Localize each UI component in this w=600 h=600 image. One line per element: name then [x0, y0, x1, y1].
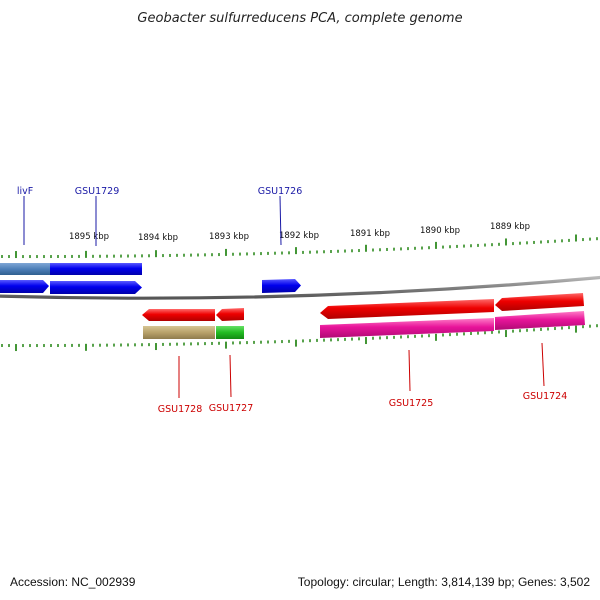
- gsu1727-track[interactable]: [216, 326, 244, 339]
- scale-label-1889: 1889 kbp: [490, 222, 530, 232]
- scale-label-1895: 1895 kbp: [69, 232, 109, 242]
- gene-label-gsu1726[interactable]: GSU1726: [258, 186, 303, 197]
- gene-label-gsu1725[interactable]: GSU1725: [389, 398, 434, 409]
- gsu1725-leader-line: [408, 349, 411, 392]
- gene-gsu1724[interactable]: [495, 293, 584, 311]
- gene-label-livf[interactable]: livF: [17, 186, 33, 197]
- map-title: Geobacter sulfurreducens PCA, complete g…: [137, 11, 462, 26]
- gene-gsu1729[interactable]: [50, 281, 142, 294]
- gsu1724-leader-line: [541, 342, 545, 387]
- gene-gsu1725[interactable]: [320, 299, 494, 319]
- gsu1727-leader-line: [229, 354, 232, 398]
- gsu1724-track[interactable]: [495, 311, 585, 330]
- gsu1729-track[interactable]: [50, 263, 142, 275]
- scale-label-1891: 1891 kbp: [350, 229, 390, 239]
- gsu1728-track[interactable]: [143, 326, 215, 339]
- gsu1725-track[interactable]: [320, 318, 494, 338]
- scale-label-1892: 1892 kbp: [279, 231, 319, 241]
- accession-text: Accession: NC_002939: [10, 575, 136, 589]
- gene-livf[interactable]: [0, 280, 49, 293]
- top-scale-ticks: [1, 234, 598, 259]
- livf-homolog-track[interactable]: [0, 263, 50, 275]
- gene-gsu1727[interactable]: [216, 308, 244, 321]
- gene-label-gsu1724[interactable]: GSU1724: [523, 391, 568, 402]
- gene-label-gsu1727[interactable]: GSU1727: [209, 403, 254, 414]
- gene-gsu1726[interactable]: [262, 279, 301, 293]
- scale-label-1890: 1890 kbp: [420, 226, 460, 236]
- bottom-scale-ticks: [1, 324, 598, 352]
- scale-label-1894: 1894 kbp: [138, 233, 178, 243]
- topology-text: Topology: circular; Length: 3,814,139 bp…: [298, 575, 591, 589]
- gsu1726-leader-line: [279, 195, 282, 246]
- scale-label-1893: 1893 kbp: [209, 232, 249, 242]
- gene-gsu1728[interactable]: [142, 309, 215, 321]
- gene-label-gsu1728[interactable]: GSU1728: [158, 404, 203, 415]
- genome-backbone: [0, 275, 600, 300]
- gene-label-gsu1729[interactable]: GSU1729: [75, 186, 120, 197]
